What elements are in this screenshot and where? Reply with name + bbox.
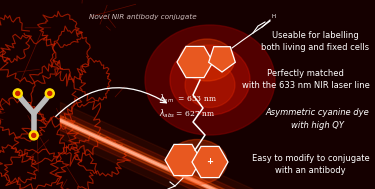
Text: H: H [272, 15, 276, 19]
Ellipse shape [185, 63, 235, 108]
Text: Asymmetric cyanine dye
with high QY: Asymmetric cyanine dye with high QY [266, 108, 369, 130]
Circle shape [48, 91, 52, 95]
Text: Novel NIR antibody conjugate: Novel NIR antibody conjugate [88, 14, 196, 20]
Ellipse shape [180, 39, 234, 81]
Ellipse shape [167, 139, 227, 184]
Ellipse shape [145, 25, 275, 135]
Polygon shape [165, 144, 201, 176]
Text: Perfectly matched
with the 633 nm NIR laser line: Perfectly matched with the 633 nm NIR la… [242, 69, 369, 90]
Text: $\lambda_{em}$  = 653 nm: $\lambda_{em}$ = 653 nm [159, 93, 218, 105]
Circle shape [29, 131, 38, 140]
Polygon shape [177, 46, 213, 78]
Circle shape [45, 89, 54, 98]
Text: Easy to modify to conjugate
with an antibody: Easy to modify to conjugate with an anti… [252, 154, 369, 175]
Circle shape [13, 89, 22, 98]
Circle shape [32, 133, 36, 137]
Text: $\lambda_{abs}$ = 627 nm: $\lambda_{abs}$ = 627 nm [159, 107, 216, 120]
Text: Useable for labelling
both living and fixed cells: Useable for labelling both living and fi… [261, 31, 369, 52]
Polygon shape [192, 146, 228, 178]
Text: +: + [207, 157, 213, 167]
Ellipse shape [170, 45, 250, 115]
Circle shape [16, 91, 20, 95]
Polygon shape [209, 47, 236, 72]
